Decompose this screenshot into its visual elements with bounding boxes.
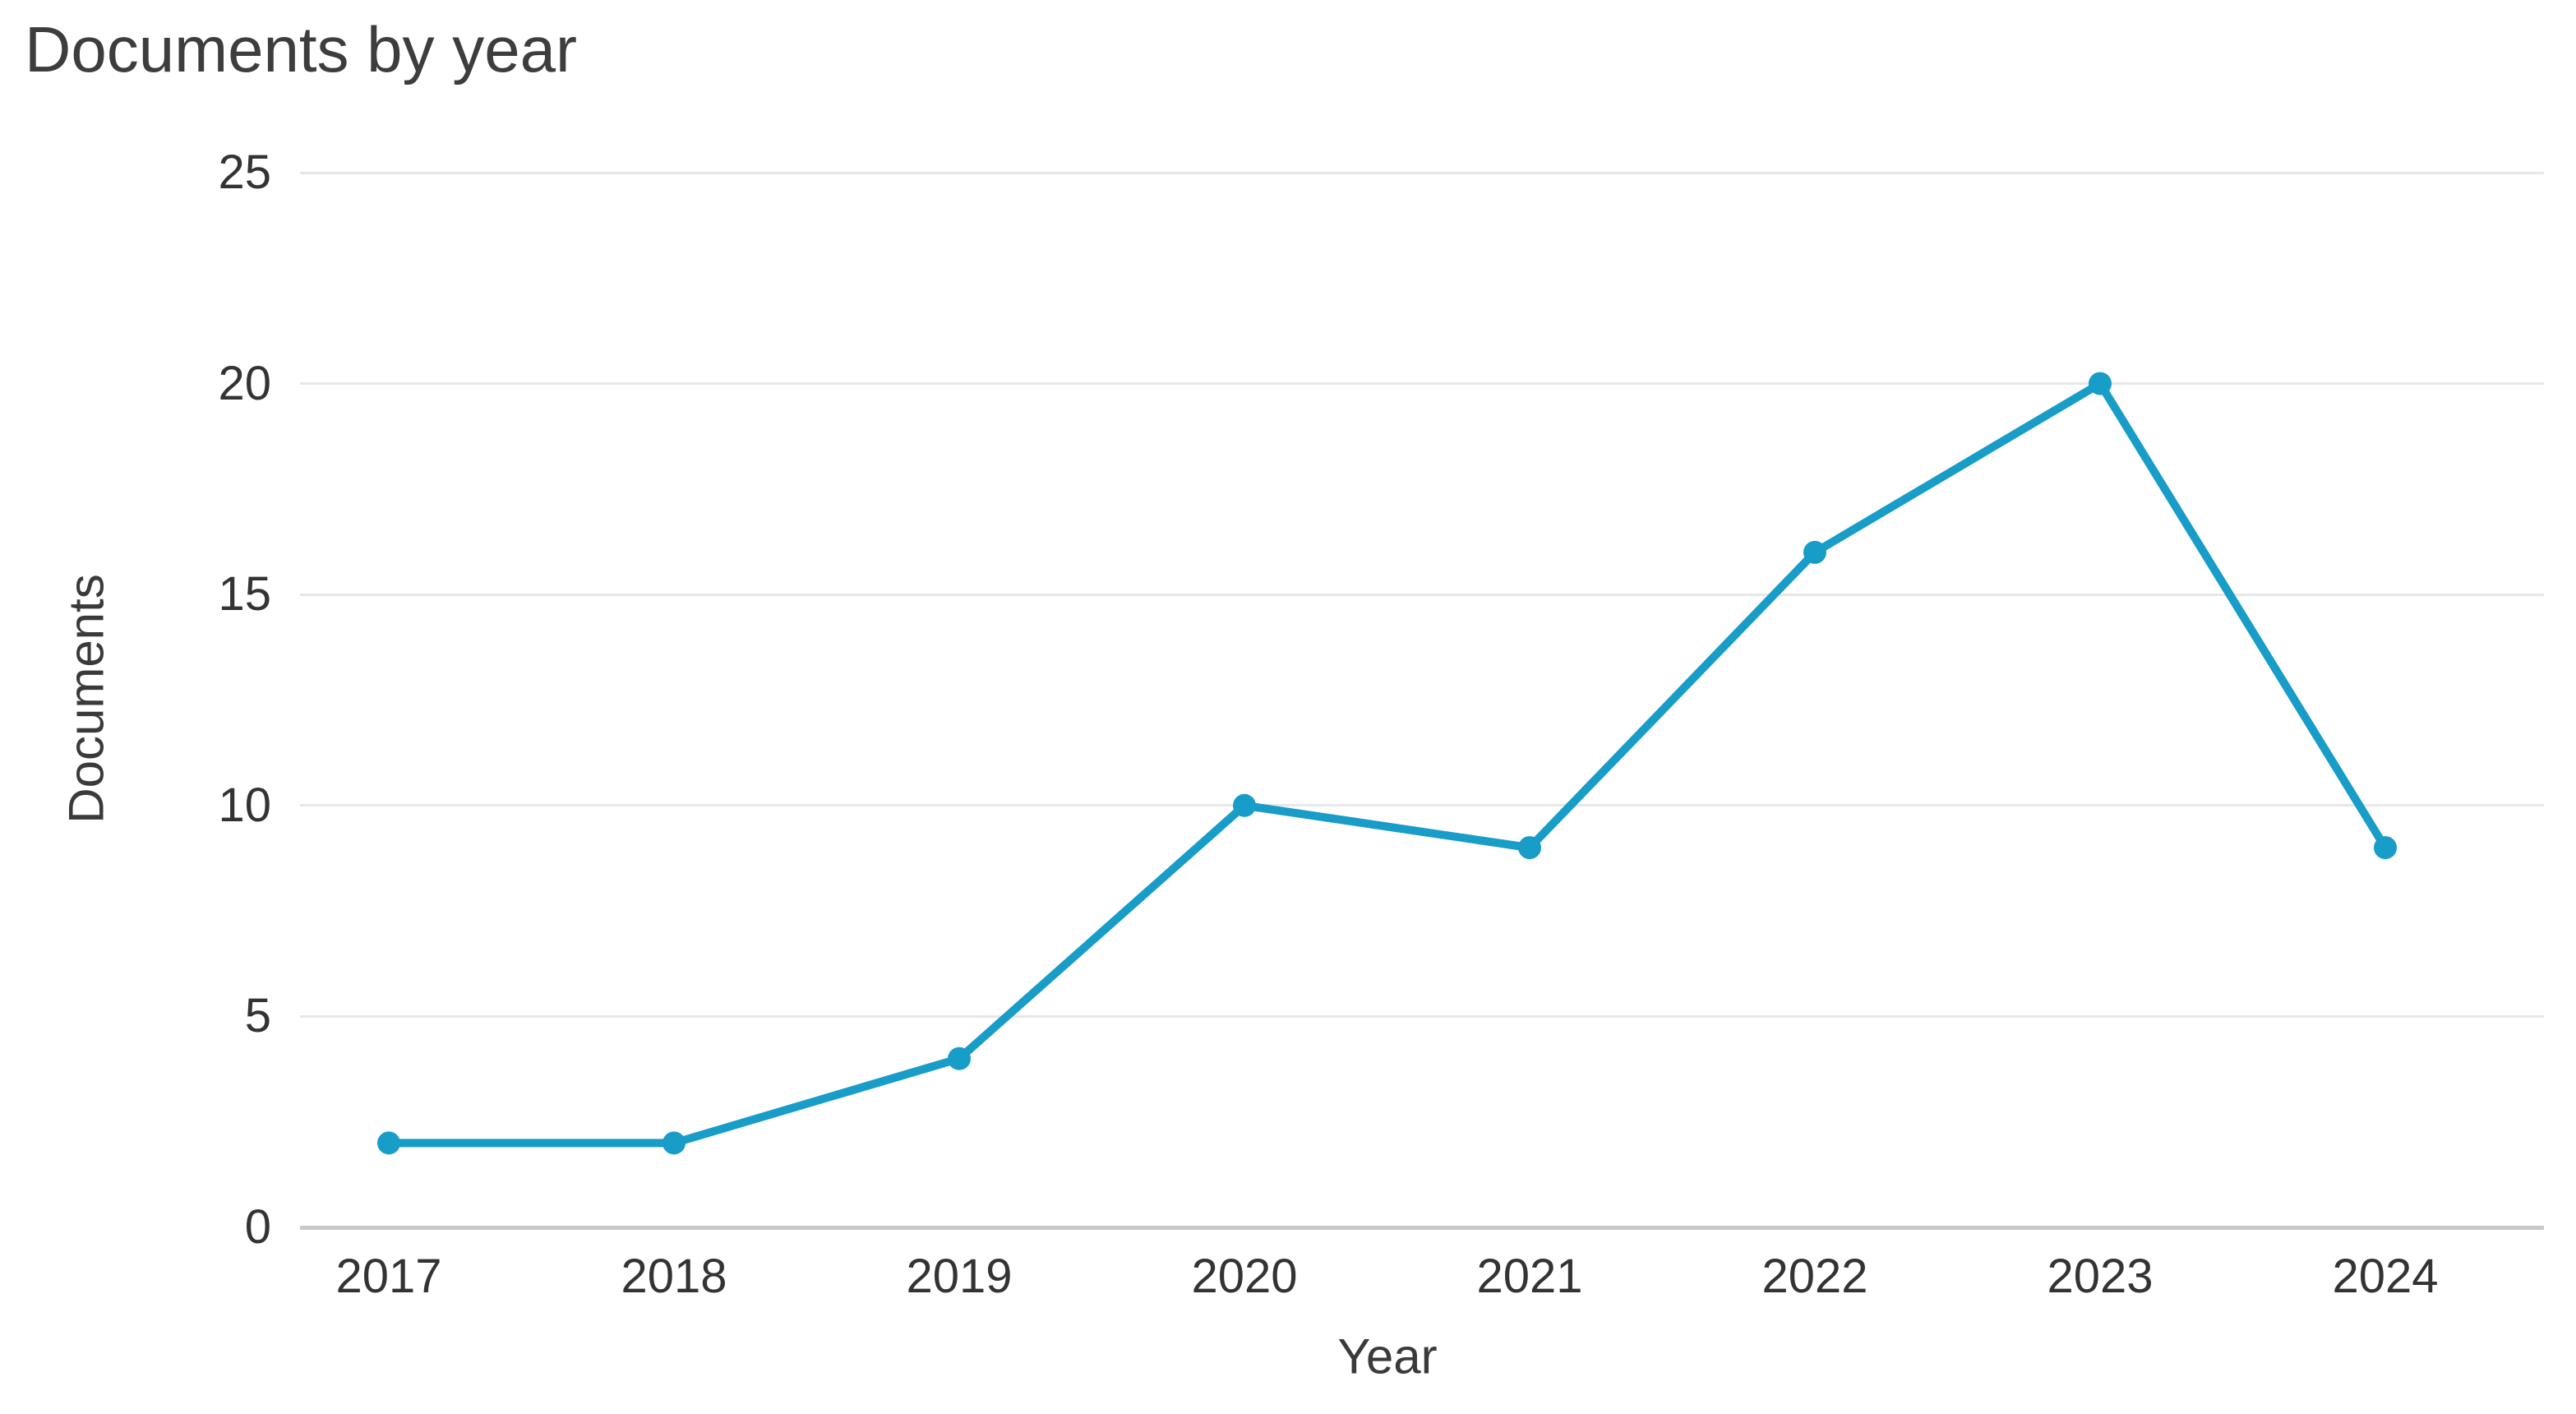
y-tick-label: 5: [244, 989, 271, 1043]
x-tick-label: 2023: [2047, 1250, 2154, 1303]
data-point-2021[interactable]: [1518, 836, 1541, 860]
x-tick-label: 2017: [335, 1250, 442, 1303]
data-point-2019[interactable]: [948, 1047, 971, 1070]
y-tick-label: 20: [218, 356, 271, 410]
x-axis-line: [300, 1225, 2544, 1230]
x-tick-label: 2021: [1476, 1250, 1583, 1303]
data-point-2024[interactable]: [2374, 836, 2397, 860]
gridline: [300, 804, 2544, 807]
series-line: [385, 379, 2389, 1148]
x-tick-label: 2019: [906, 1250, 1013, 1303]
gridline: [300, 171, 2544, 174]
x-tick-label: 2018: [621, 1250, 727, 1303]
gridline: [300, 593, 2544, 596]
data-point-2018[interactable]: [662, 1131, 686, 1155]
gridline: [300, 1014, 2544, 1018]
x-tick-label: 2020: [1191, 1250, 1298, 1303]
y-tick-label: 15: [218, 567, 271, 622]
y-tick-label: 25: [218, 146, 271, 199]
chart-title: Documents by year: [25, 13, 577, 85]
y-tick-label: 10: [218, 778, 271, 832]
gridline: [300, 382, 2544, 386]
x-tick-label: 2022: [1761, 1250, 1868, 1303]
data-point-2023[interactable]: [2089, 372, 2112, 395]
x-axis-title: Year: [1337, 1329, 1438, 1384]
x-tick-label: 2024: [2332, 1250, 2439, 1303]
data-point-2020[interactable]: [1233, 793, 1256, 817]
y-tick-label: 0: [244, 1200, 271, 1254]
data-point-2022[interactable]: [1803, 540, 1826, 564]
data-point-2017[interactable]: [377, 1131, 400, 1155]
